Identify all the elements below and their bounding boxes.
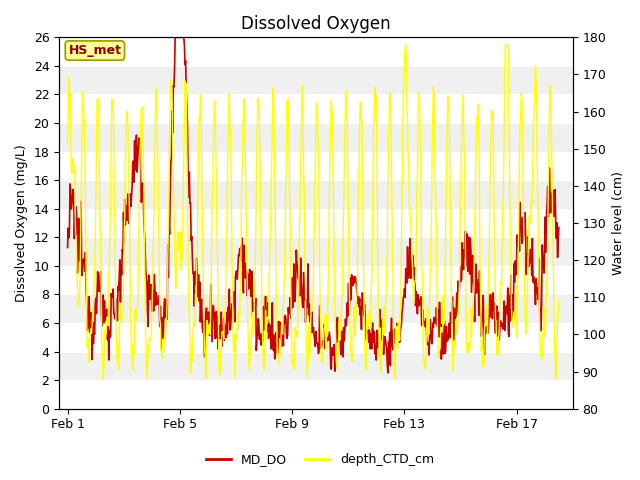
Bar [59, 294, 573, 323]
Bar [59, 66, 573, 95]
Bar [59, 95, 573, 123]
Bar [59, 37, 573, 66]
Bar [59, 380, 573, 408]
Bar [59, 152, 573, 180]
Title: Dissolved Oxygen: Dissolved Oxygen [241, 15, 391, 33]
Legend: MD_DO, depth_CTD_cm: MD_DO, depth_CTD_cm [200, 448, 440, 471]
Text: HS_met: HS_met [68, 44, 122, 57]
Bar [59, 266, 573, 294]
Y-axis label: Water level (cm): Water level (cm) [612, 171, 625, 275]
Bar [59, 180, 573, 209]
Y-axis label: Dissolved Oxygen (mg/L): Dissolved Oxygen (mg/L) [15, 144, 28, 302]
Bar [59, 123, 573, 152]
Bar [59, 209, 573, 237]
Bar [59, 323, 573, 351]
Bar [59, 237, 573, 266]
Bar [59, 351, 573, 380]
